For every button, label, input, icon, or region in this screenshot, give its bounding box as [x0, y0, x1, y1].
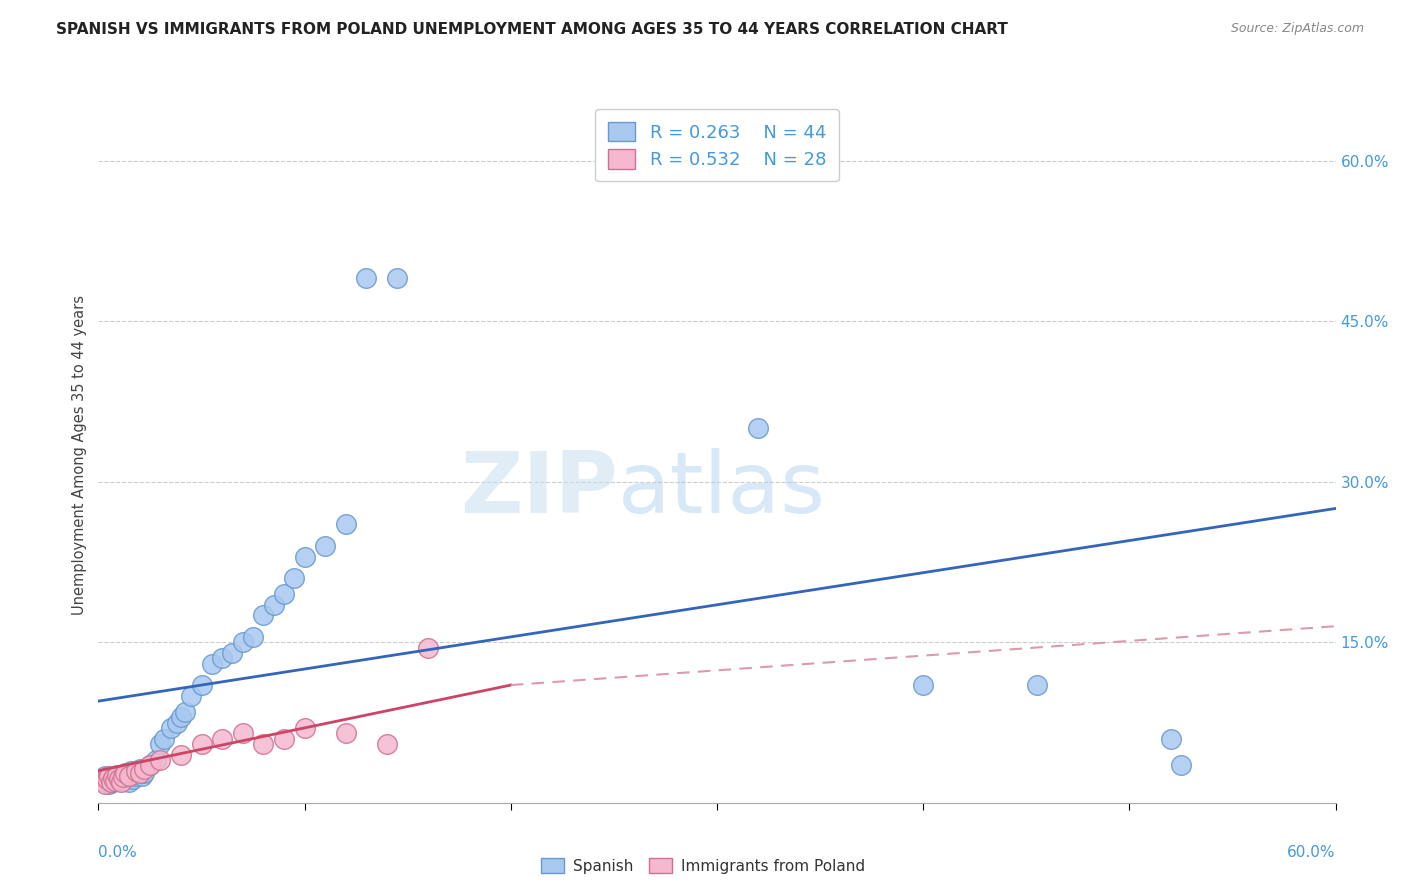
- Point: [294, 721, 316, 735]
- Point: [174, 705, 197, 719]
- Point: [124, 769, 146, 783]
- Point: [263, 598, 285, 612]
- Point: [96, 772, 118, 787]
- Point: [97, 769, 120, 783]
- Point: [232, 635, 254, 649]
- Point: [201, 657, 224, 671]
- Point: [221, 646, 243, 660]
- Point: [912, 678, 935, 692]
- Point: [114, 769, 136, 783]
- Point: [97, 776, 120, 790]
- Point: [232, 726, 254, 740]
- Point: [101, 775, 124, 789]
- Text: atlas: atlas: [619, 448, 827, 532]
- Point: [108, 768, 131, 782]
- Point: [159, 721, 181, 735]
- Point: [120, 764, 142, 778]
- Point: [387, 271, 409, 285]
- Point: [139, 758, 162, 772]
- Point: [1025, 678, 1047, 692]
- Point: [211, 731, 233, 746]
- Point: [252, 737, 274, 751]
- Point: [131, 769, 153, 783]
- Legend: R = 0.263    N = 44, R = 0.532    N = 28: R = 0.263 N = 44, R = 0.532 N = 28: [596, 109, 838, 181]
- Point: [211, 651, 233, 665]
- Point: [294, 549, 316, 564]
- Point: [91, 774, 114, 789]
- Point: [110, 775, 132, 789]
- Point: [104, 774, 127, 789]
- Text: 0.0%: 0.0%: [98, 845, 138, 860]
- Point: [273, 587, 295, 601]
- Point: [93, 769, 115, 783]
- Point: [93, 776, 115, 790]
- Point: [335, 726, 357, 740]
- Point: [418, 640, 440, 655]
- Point: [104, 770, 127, 784]
- Point: [91, 774, 114, 789]
- Point: [132, 765, 155, 780]
- Point: [139, 758, 162, 772]
- Point: [145, 753, 167, 767]
- Point: [170, 747, 193, 762]
- Text: SPANISH VS IMMIGRANTS FROM POLAND UNEMPLOYMENT AMONG AGES 35 TO 44 YEARS CORRELA: SPANISH VS IMMIGRANTS FROM POLAND UNEMPL…: [56, 22, 1008, 37]
- Point: [314, 539, 336, 553]
- Point: [190, 737, 212, 751]
- Point: [273, 731, 295, 746]
- Point: [96, 772, 118, 787]
- Point: [1160, 731, 1182, 746]
- Point: [149, 753, 172, 767]
- Point: [190, 678, 212, 692]
- Point: [335, 517, 357, 532]
- Point: [100, 775, 122, 789]
- Text: 60.0%: 60.0%: [1288, 845, 1336, 860]
- Point: [375, 737, 398, 751]
- Point: [149, 737, 172, 751]
- Point: [122, 772, 145, 787]
- Point: [252, 608, 274, 623]
- Point: [283, 571, 305, 585]
- Point: [747, 421, 769, 435]
- Text: ZIP: ZIP: [460, 448, 619, 532]
- Point: [166, 715, 188, 730]
- Point: [170, 710, 193, 724]
- Point: [100, 771, 122, 785]
- Point: [132, 762, 155, 776]
- Point: [112, 774, 135, 789]
- Text: Source: ZipAtlas.com: Source: ZipAtlas.com: [1230, 22, 1364, 36]
- Point: [180, 689, 202, 703]
- Point: [112, 770, 135, 784]
- Point: [242, 630, 264, 644]
- Point: [118, 769, 141, 783]
- Point: [105, 773, 128, 788]
- Point: [128, 765, 150, 780]
- Point: [118, 775, 141, 789]
- Point: [108, 772, 131, 787]
- Point: [105, 768, 128, 782]
- Point: [124, 764, 146, 778]
- Y-axis label: Unemployment Among Ages 35 to 44 years: Unemployment Among Ages 35 to 44 years: [72, 295, 87, 615]
- Legend: Spanish, Immigrants from Poland: Spanish, Immigrants from Poland: [534, 852, 872, 880]
- Point: [101, 771, 124, 785]
- Point: [127, 765, 149, 780]
- Point: [114, 765, 136, 780]
- Point: [1170, 758, 1192, 772]
- Point: [117, 765, 139, 780]
- Point: [128, 762, 150, 776]
- Point: [110, 772, 132, 787]
- Point: [153, 731, 176, 746]
- Point: [356, 271, 378, 285]
